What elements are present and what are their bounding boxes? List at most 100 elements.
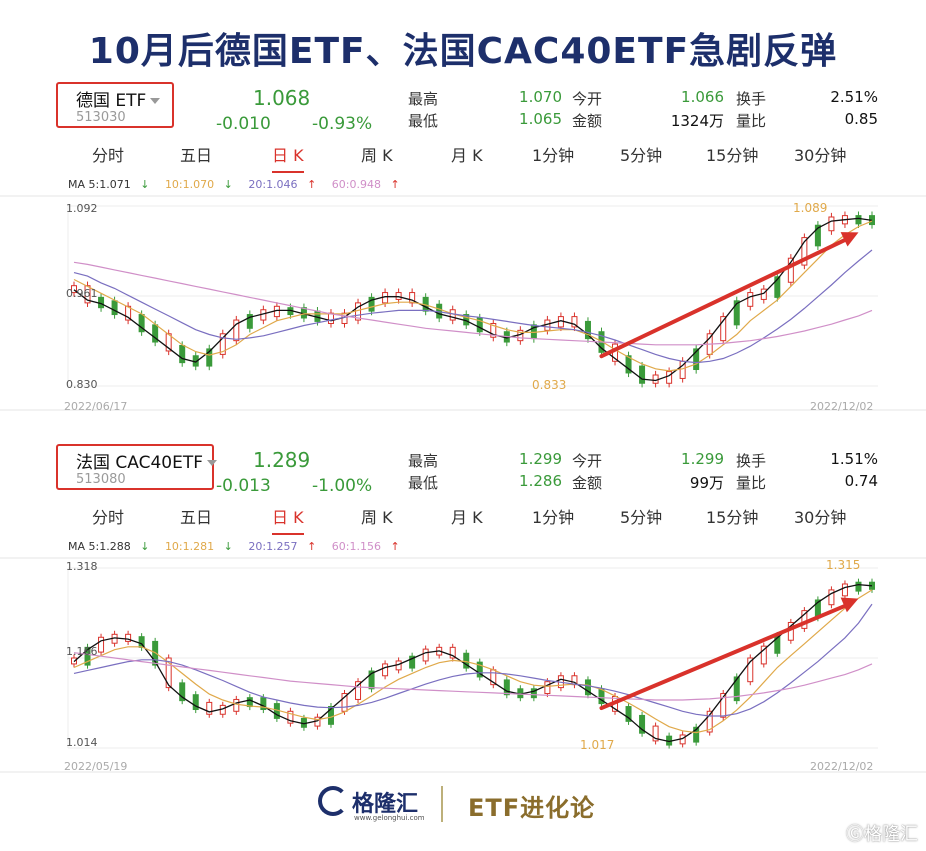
candle-body	[206, 701, 213, 715]
tab-intraday[interactable]: 分时	[92, 146, 125, 165]
ma10-line	[73, 220, 873, 372]
period-tabs: 分时 五日 日 K 周 K 月 K 1分钟 5分钟 15分钟 30分钟	[0, 142, 926, 173]
candle-body	[368, 670, 375, 690]
turnover-label: 换手	[736, 90, 767, 108]
candle-body	[449, 646, 456, 659]
ma10-legend: 10:1.070 ↓	[164, 178, 233, 191]
low-marker: 1.017	[580, 738, 615, 752]
tab-30min[interactable]: 30分钟	[794, 508, 847, 527]
etf-code: 513030	[76, 110, 126, 125]
y-tick-mid: 0.961	[66, 287, 98, 300]
candle-body	[219, 333, 226, 355]
etf-name-text: 德国 ETF	[76, 91, 147, 111]
candle-body	[828, 216, 835, 232]
candle-body	[747, 292, 754, 307]
watermark: Ⓖ格隆汇	[846, 824, 918, 845]
tab-monthly-k[interactable]: 月 K	[451, 508, 483, 527]
candle-body	[476, 317, 483, 333]
low-marker: 0.833	[532, 378, 567, 392]
brand-text: ETF进化论	[468, 794, 596, 822]
ma10-line	[73, 589, 873, 734]
page-title: 10月后德国ETF、法国CAC40ETF急剧反弹	[88, 31, 838, 72]
open-value: 1.299	[681, 450, 724, 468]
candle-body	[639, 365, 646, 384]
candle-body	[206, 348, 213, 367]
etf-name[interactable]: 法国 CAC40ETF	[76, 448, 218, 473]
candle-body	[327, 312, 334, 324]
candle-body	[693, 726, 700, 743]
vol-ratio-label: 量比	[736, 474, 767, 492]
etf-change: -0.010	[216, 114, 271, 134]
kline-chart[interactable]	[0, 194, 926, 424]
tab-five-day[interactable]: 五日	[180, 508, 213, 527]
etf-name-text: 法国 CAC40ETF	[76, 453, 204, 473]
tab-daily-k[interactable]: 日 K	[272, 504, 304, 535]
ma60-legend: 60:1.156 ↑	[331, 540, 400, 553]
etf-change: -0.013	[216, 476, 271, 496]
candle-body	[409, 292, 416, 304]
tab-15min[interactable]: 15分钟	[706, 508, 759, 527]
low-label: 最低	[408, 474, 439, 492]
high-marker: 1.089	[793, 201, 828, 215]
tab-five-day[interactable]: 五日	[180, 146, 213, 165]
candle-body	[841, 583, 848, 597]
candle-body	[828, 589, 835, 606]
etf-code: 513080	[76, 472, 126, 487]
high-label: 最高	[408, 452, 439, 470]
logo-text: 格隆汇	[352, 792, 419, 817]
tab-1min[interactable]: 1分钟	[532, 146, 575, 165]
low-value: 1.065	[519, 110, 562, 128]
y-tick-top: 1.318	[66, 560, 98, 573]
tab-1min[interactable]: 1分钟	[532, 508, 575, 527]
etf-name[interactable]: 德国 ETF	[76, 86, 161, 111]
high-marker: 1.315	[826, 558, 861, 572]
ma20-line	[73, 249, 873, 364]
candle-body	[652, 374, 659, 384]
y-tick-bottom: 1.014	[66, 736, 98, 749]
dropdown-icon	[207, 460, 218, 466]
etf-name-box[interactable]	[56, 444, 214, 490]
candle-body	[84, 646, 91, 666]
ma-legend: MA 5:1.288 ↓ 10:1.281 ↓ 20:1.257 ↑ 60:1.…	[68, 540, 412, 553]
tab-30min[interactable]: 30分钟	[794, 146, 847, 165]
candle-body	[327, 706, 334, 725]
amount-label: 金额	[572, 474, 603, 492]
candle-body	[233, 319, 240, 342]
candle-body	[192, 694, 199, 711]
candle-body	[814, 224, 821, 247]
candle-body	[125, 633, 132, 642]
y-tick-mid: 1.166	[66, 645, 98, 658]
amount-value: 1324万	[670, 112, 724, 130]
ma60-legend: 60:0.948 ↑	[331, 178, 400, 191]
turnover-label: 换手	[736, 452, 767, 470]
open-label: 今开	[572, 90, 603, 108]
candle-body	[787, 257, 794, 283]
candle-body	[544, 681, 551, 695]
ma20-legend: 20:1.046 ↑	[248, 178, 317, 191]
tab-5min[interactable]: 5分钟	[620, 508, 663, 527]
etf-name-box[interactable]	[56, 82, 174, 128]
vol-ratio-value: 0.74	[844, 472, 878, 490]
tab-15min[interactable]: 15分钟	[706, 146, 759, 165]
candle-body	[855, 581, 862, 592]
ma-legend: MA 5:1.071 ↓ 10:1.070 ↓ 20:1.046 ↑ 60:0.…	[68, 178, 412, 191]
ma5-legend: MA 5:1.071 ↓	[68, 178, 150, 191]
tab-daily-k[interactable]: 日 K	[272, 142, 304, 173]
high-value: 1.299	[519, 450, 562, 468]
vol-ratio-value: 0.85	[844, 110, 878, 128]
tab-5min[interactable]: 5分钟	[620, 146, 663, 165]
tab-weekly-k[interactable]: 周 K	[361, 508, 393, 527]
vol-ratio-label: 量比	[736, 112, 767, 130]
y-tick-bottom: 0.830	[66, 378, 98, 391]
tab-monthly-k[interactable]: 月 K	[451, 146, 483, 165]
tab-intraday[interactable]: 分时	[92, 508, 125, 527]
candle-body	[179, 344, 186, 364]
divider	[441, 786, 443, 822]
kline-chart[interactable]	[0, 556, 926, 786]
candle-body	[476, 661, 483, 678]
tab-weekly-k[interactable]: 周 K	[361, 146, 393, 165]
amount-value: 99万	[689, 474, 724, 492]
candle-body	[625, 706, 632, 722]
candle-body	[639, 714, 646, 734]
candle-body	[747, 657, 754, 683]
